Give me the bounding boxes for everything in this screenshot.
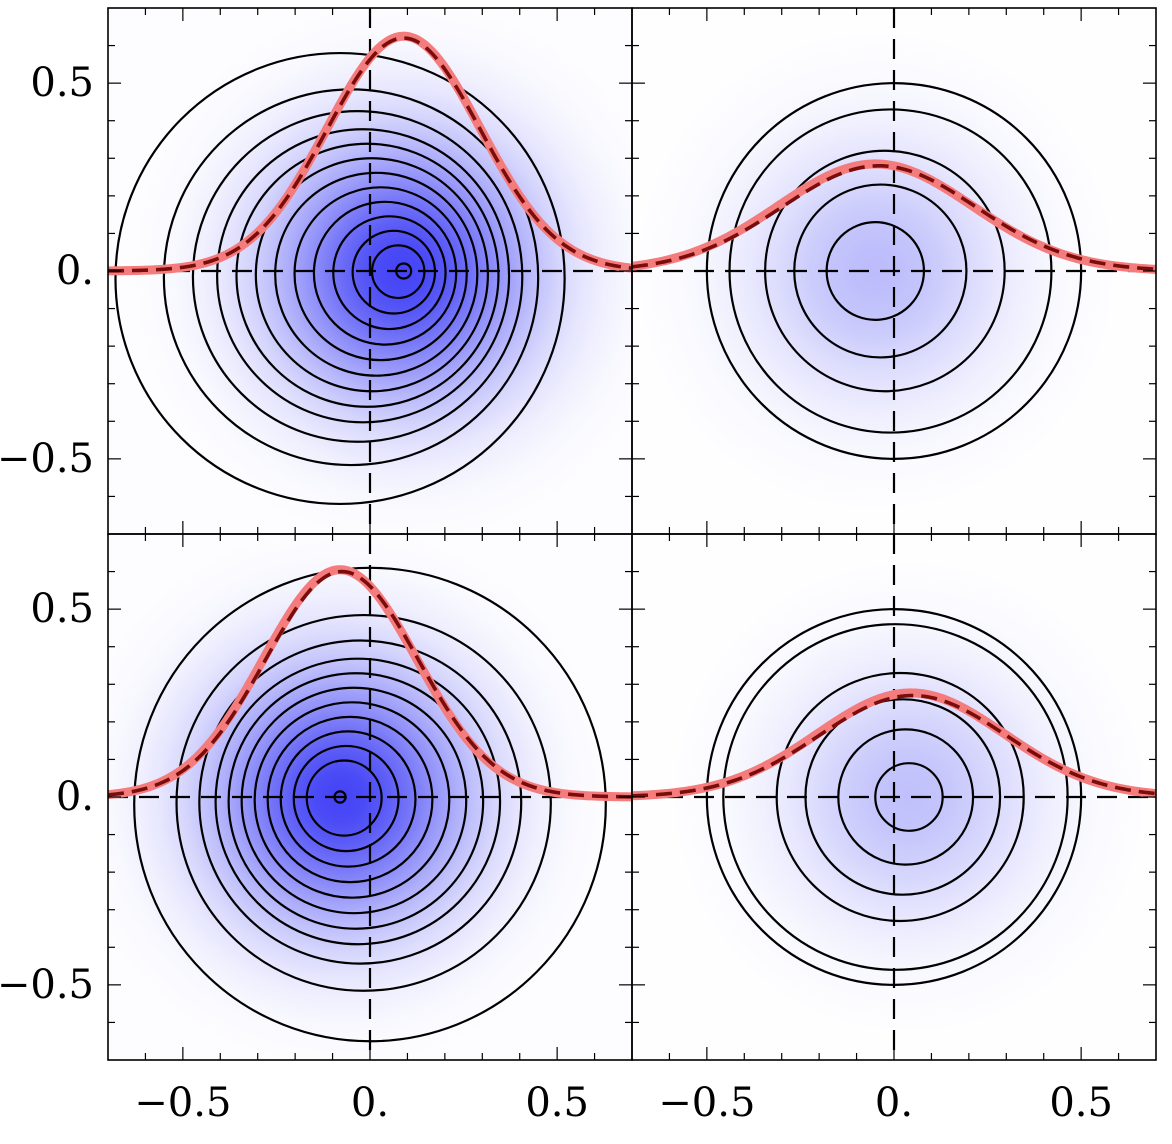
- contour-ring-top-left-8: [235, 142, 500, 408]
- panels: [107, 7, 1157, 1061]
- axes: 0.5 0. −0.5 0.5 0. −0.5 −0.5 0. 0.5 −0.5 0. 0.5: [0, 60, 1113, 1126]
- contour-ring-bottom-left-7: [227, 672, 485, 930]
- contour-ring-bottom-left-8: [214, 657, 502, 946]
- y-tick-label-top-left-1: 0.: [56, 248, 94, 294]
- contour-ring-bottom-left-2: [292, 744, 400, 853]
- tick-marks-bottom-left: [108, 534, 632, 1060]
- y-tick-label-top-left-0: 0.5: [30, 60, 94, 106]
- x-tick-label-bottom-left-2: 0.5: [525, 1080, 589, 1126]
- y-tick-label-bottom-left-0: 0.5: [30, 586, 94, 632]
- contour-ring-top-left-6: [274, 171, 479, 377]
- contour-ring-top-left-10: [191, 110, 524, 443]
- x-tick-label-bottom-right-1: 0.: [875, 1080, 913, 1126]
- contour-ring-bottom-left-5: [253, 701, 451, 899]
- contour-ring-top-left-12: [114, 51, 566, 506]
- x-tick-label-bottom-right-0: −0.5: [658, 1080, 755, 1126]
- contour-ring-top-left-3: [332, 215, 447, 331]
- profile-curve-bottom-left: [108, 569, 632, 799]
- tick-marks-bottom-right: [632, 534, 1156, 1060]
- contour-ring-top-left-2: [351, 229, 437, 315]
- contour-ring-bottom-left-9: [198, 639, 523, 965]
- profile-curve-top-right: [632, 163, 1156, 271]
- contour-ring-top-left-9: [216, 128, 511, 424]
- panel-bottom-right: [631, 533, 1157, 1061]
- panel-top-right: [631, 7, 1157, 535]
- contour-ring-bottom-left-4: [266, 715, 434, 884]
- profile-band-bottom-right: [632, 688, 1156, 801]
- contour-ring-top-left-5: [293, 186, 468, 362]
- x-tick-label-bottom-right-2: 0.5: [1049, 1080, 1113, 1126]
- profile-curve-top-left: [108, 36, 632, 273]
- y-tick-label-bottom-left-1: 0.: [56, 774, 94, 820]
- contour-ring-top-left-7: [254, 157, 490, 393]
- x-tick-label-bottom-left-0: −0.5: [134, 1080, 231, 1126]
- tick-marks-top-left: [108, 8, 632, 534]
- y-tick-label-bottom-left-2: −0.5: [0, 962, 94, 1008]
- contour-ring-bottom-left-3: [279, 730, 417, 868]
- panel-bottom-left: [107, 533, 633, 1061]
- x-tick-label-bottom-left-1: 0.: [351, 1080, 389, 1126]
- contour-ring-bottom-left-10: [175, 613, 552, 992]
- tick-marks-top-right: [632, 8, 1156, 534]
- y-tick-label-top-left-2: −0.5: [0, 436, 94, 482]
- contour-ring-top-left-4: [312, 200, 458, 346]
- contour-ring-bottom-left-6: [240, 686, 468, 915]
- panel-top-left: [107, 7, 633, 535]
